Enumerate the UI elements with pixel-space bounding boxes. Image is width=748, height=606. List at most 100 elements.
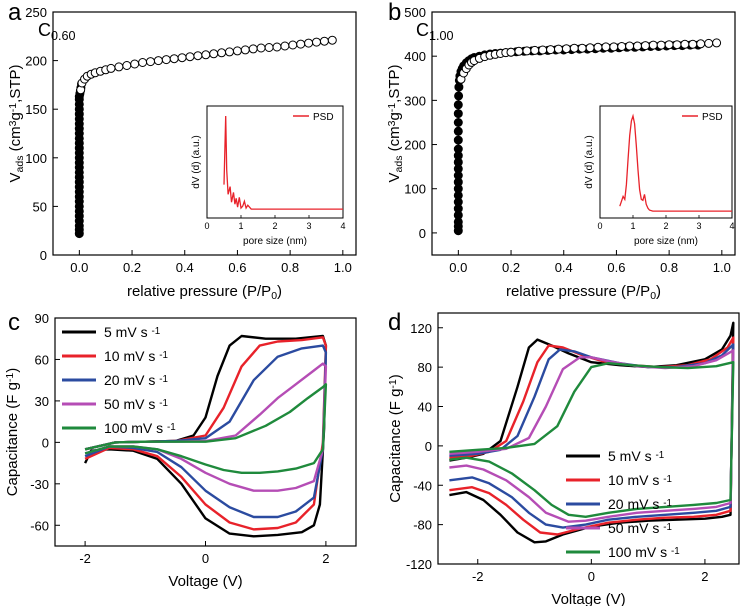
y-tick-label: -80 — [413, 518, 432, 533]
y-tick-label: 80 — [418, 360, 432, 375]
desorption-point — [538, 45, 548, 55]
desorption-point — [648, 40, 658, 50]
x-axis-label: relative pressure (P/P0) — [127, 283, 282, 302]
panel-b: b0.0 0.2 0.4 0.6 0.8 1.00100200300400500relat… — [386, 0, 736, 302]
y-tick-label: 400 — [404, 49, 426, 64]
desorption-point — [530, 45, 540, 55]
desorption-point — [585, 43, 595, 53]
desorption-point — [106, 63, 116, 73]
desorption-point — [319, 36, 329, 46]
legend-label-part: 5 mV s — [104, 324, 151, 340]
desorption-point — [256, 43, 266, 53]
sample-tag-part: C — [38, 20, 51, 40]
inset-x-tick-label: 0 — [204, 221, 209, 231]
y-axis-label-part: ads — [393, 156, 405, 173]
adsorption-point — [453, 100, 463, 110]
desorption-point — [169, 54, 179, 64]
inset-legend-label: PSD — [702, 112, 723, 123]
y-tick-label: 60 — [35, 352, 49, 367]
desorption-point — [506, 47, 516, 57]
inset-x-tick-label: 3 — [306, 221, 311, 231]
desorption-point — [130, 59, 140, 69]
desorption-point — [280, 41, 290, 51]
desorption-point — [569, 43, 579, 53]
y-tick-label: 100 — [25, 151, 47, 166]
y-axis-label-part: -1 — [4, 373, 16, 382]
y-axis-label: Vads (cm3g-1,STP) — [386, 65, 405, 183]
inset-x-tick-label: 3 — [696, 221, 701, 231]
y-axis-label-part: V — [7, 172, 24, 182]
x-axis-label: Voltage (V) — [168, 573, 242, 590]
sample-tag-part: C — [416, 20, 429, 40]
desorption-point — [177, 53, 187, 63]
desorption-point — [554, 44, 563, 54]
x-tick-label: 0.8 — [660, 260, 678, 275]
inset-x-tick-label: 2 — [272, 221, 277, 231]
desorption-point — [248, 44, 258, 54]
y-tick-label: -40 — [413, 478, 432, 493]
y-tick-label: 200 — [25, 54, 47, 69]
plot-frame — [437, 312, 740, 565]
y-tick-label: -60 — [30, 518, 49, 533]
desorption-point — [601, 42, 611, 52]
x-tick-label: 2 — [322, 551, 329, 566]
legend-label-part: -1 — [159, 398, 168, 409]
desorption-point — [546, 45, 556, 55]
series-line-1 — [449, 336, 735, 536]
x-tick-label: 2 — [701, 569, 708, 584]
y-tick-label: 500 — [404, 5, 426, 20]
desorption-point — [138, 58, 148, 67]
desorption-point — [185, 52, 195, 62]
y-axis-label-part: Capacitance (F g — [4, 382, 21, 496]
y-tick-label: 300 — [404, 93, 426, 108]
y-tick-label: 150 — [25, 102, 47, 117]
x-axis-label-part: 0 — [271, 290, 277, 302]
y-axis-label: Capacitance (F g-1) — [4, 368, 21, 497]
desorption-point — [153, 56, 163, 66]
legend-label: 50 mV s -1 — [608, 520, 672, 536]
inset-x-label: pore size (nm) — [634, 236, 698, 247]
desorption-point — [272, 42, 282, 52]
y-axis-label-part: (cm — [386, 126, 403, 155]
desorption-point — [704, 38, 714, 48]
y-tick-label: 0 — [419, 226, 426, 241]
legend-label: 100 mV s -1 — [104, 420, 176, 436]
legend-label-part: 10 mV s — [104, 348, 159, 364]
psd-line — [223, 115, 343, 210]
legend-label: 5 mV s -1 — [608, 448, 664, 464]
legend-label: 5 mV s -1 — [104, 324, 160, 340]
y-axis-label-part: ) — [387, 374, 404, 379]
sample-tag-part: 1.00 — [429, 29, 454, 43]
panel-letter: a — [8, 0, 22, 26]
desorption-point — [593, 42, 603, 52]
desorption-point — [633, 41, 642, 51]
y-axis-label-part: -1 — [7, 103, 19, 112]
y-axis-label-part: -1 — [387, 379, 399, 388]
y-tick-label: 30 — [35, 394, 49, 409]
legend-label: 100 mV s -1 — [608, 544, 680, 560]
desorption-point — [240, 45, 250, 55]
plot-frame — [431, 11, 736, 256]
desorption-point — [688, 39, 698, 49]
desorption-point — [304, 38, 314, 48]
legend-label: 20 mV s -1 — [104, 372, 168, 388]
sample-tag: C0.60 — [38, 20, 76, 43]
desorption-point — [225, 47, 234, 57]
desorption-point — [522, 46, 532, 56]
desorption-point — [193, 51, 203, 61]
y-axis-label-part: V — [386, 172, 403, 182]
x-tick-label: 0.0 — [449, 260, 467, 275]
y-tick-label: 40 — [418, 400, 432, 415]
legend-label: 10 mV s -1 — [104, 348, 168, 364]
desorption-point — [696, 39, 706, 49]
desorption-point — [514, 46, 524, 56]
adsorption-point — [453, 109, 463, 119]
panel-a: a0.0 0.2 0.4 0.6 0.8 1.0050100150200250relati… — [7, 0, 357, 302]
panel-letter: c — [8, 309, 20, 336]
legend-label-part: -1 — [663, 522, 672, 533]
desorption-point — [640, 41, 650, 51]
x-axis-label-part: ) — [656, 283, 661, 300]
y-tick-label: 0 — [40, 248, 47, 263]
legend-label-part: 5 mV s — [608, 448, 655, 464]
